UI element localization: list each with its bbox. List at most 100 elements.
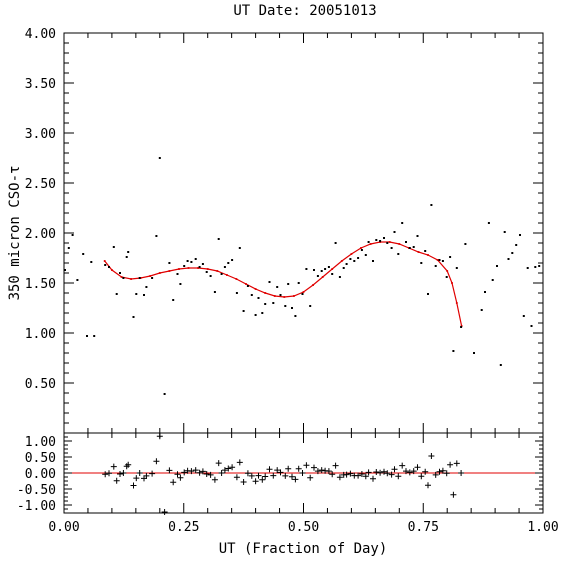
data-point bbox=[401, 222, 404, 224]
data-point bbox=[257, 297, 260, 299]
residual-point bbox=[358, 471, 365, 477]
data-point bbox=[349, 258, 352, 260]
residual-point bbox=[236, 459, 243, 466]
residual-point bbox=[188, 468, 195, 475]
residual-point bbox=[102, 471, 109, 478]
data-point bbox=[115, 293, 118, 295]
fit-curve bbox=[104, 241, 463, 327]
data-point bbox=[491, 279, 494, 281]
data-point bbox=[309, 305, 312, 307]
data-point bbox=[449, 256, 452, 258]
data-point bbox=[487, 222, 490, 224]
data-point bbox=[93, 335, 96, 337]
residual-point bbox=[248, 472, 255, 479]
x-tick-label: 1.00 bbox=[527, 520, 558, 535]
fit-marker bbox=[321, 276, 324, 278]
residual-point bbox=[343, 471, 350, 478]
residual-point bbox=[233, 474, 240, 481]
residual-point bbox=[443, 470, 450, 477]
data-point bbox=[515, 244, 518, 246]
data-point bbox=[499, 364, 502, 366]
data-point bbox=[519, 234, 521, 236]
data-point bbox=[503, 231, 506, 233]
data-point bbox=[104, 264, 107, 266]
data-point bbox=[393, 231, 396, 233]
data-point bbox=[338, 276, 341, 278]
data-point bbox=[209, 275, 212, 277]
data-point bbox=[143, 294, 145, 296]
data-point bbox=[353, 260, 356, 262]
data-point bbox=[151, 277, 154, 279]
residual-point bbox=[143, 472, 150, 479]
residual-point bbox=[325, 468, 332, 475]
residual-point bbox=[199, 468, 206, 475]
fit-marker bbox=[197, 267, 199, 269]
data-point bbox=[480, 309, 483, 311]
fit-marker bbox=[360, 247, 362, 249]
residual-point bbox=[266, 466, 273, 473]
residual-point bbox=[292, 476, 299, 483]
data-point bbox=[272, 302, 275, 304]
residual-point bbox=[365, 469, 372, 476]
x-axis-label: UT (Fraction of Day) bbox=[219, 541, 388, 557]
residual-y-tick-label: -1.00 bbox=[17, 499, 56, 514]
data-point bbox=[313, 269, 315, 271]
data-point bbox=[473, 352, 475, 354]
main-y-tick-label: 3.50 bbox=[25, 77, 56, 92]
residual-y-tick-label: 0.00 bbox=[25, 467, 56, 482]
fit-marker bbox=[103, 260, 106, 262]
data-point bbox=[213, 291, 216, 293]
residual-point bbox=[225, 465, 232, 472]
data-point bbox=[242, 310, 245, 312]
main-y-tick-label: 0.50 bbox=[25, 377, 56, 392]
fit-marker bbox=[451, 282, 453, 284]
data-point bbox=[360, 249, 363, 251]
residual-point bbox=[120, 470, 127, 476]
residual-point bbox=[414, 464, 421, 471]
data-point bbox=[287, 283, 290, 285]
data-point bbox=[284, 305, 287, 307]
residual-point bbox=[125, 461, 132, 468]
data-point bbox=[231, 259, 234, 261]
residual-point bbox=[229, 464, 236, 471]
residual-point bbox=[203, 471, 210, 477]
fit-marker bbox=[427, 254, 429, 256]
main-y-axis: 0.50 1.00 1.50 2.00 2.50 3.00 3.50 4.00 bbox=[25, 27, 543, 434]
data-point bbox=[367, 241, 370, 243]
residual-point bbox=[174, 471, 181, 478]
residual-point bbox=[311, 464, 317, 471]
data-point bbox=[168, 262, 171, 264]
main-y-tick-label: 2.00 bbox=[25, 227, 56, 242]
data-point bbox=[334, 242, 337, 244]
residual-y-axis: -1.00-0.500.000.501.00 bbox=[17, 432, 543, 514]
residual-point bbox=[377, 469, 384, 476]
residual-point bbox=[373, 469, 380, 475]
residual-point bbox=[428, 453, 435, 459]
data-point bbox=[227, 262, 230, 264]
residual-point bbox=[318, 467, 325, 474]
data-point bbox=[386, 242, 389, 244]
residual-point bbox=[410, 468, 417, 475]
fit-marker bbox=[446, 270, 449, 272]
fit-marker bbox=[158, 272, 161, 274]
residual-point bbox=[303, 462, 310, 469]
fit-marker bbox=[369, 243, 372, 245]
fit-marker bbox=[436, 259, 439, 261]
fit-marker bbox=[120, 276, 123, 278]
data-point bbox=[405, 241, 407, 243]
data-point bbox=[534, 266, 537, 268]
data-point bbox=[127, 251, 130, 253]
data-point bbox=[427, 293, 429, 295]
data-point bbox=[331, 273, 334, 275]
residual-point bbox=[332, 462, 339, 469]
residual-point bbox=[274, 467, 281, 474]
residual-point bbox=[285, 465, 292, 472]
data-point bbox=[397, 253, 400, 255]
data-point bbox=[297, 282, 300, 284]
data-point bbox=[223, 266, 226, 268]
data-point bbox=[452, 350, 455, 352]
residual-point bbox=[117, 471, 123, 477]
fit-marker bbox=[283, 296, 286, 298]
data-point bbox=[90, 261, 93, 263]
data-point bbox=[441, 260, 444, 262]
